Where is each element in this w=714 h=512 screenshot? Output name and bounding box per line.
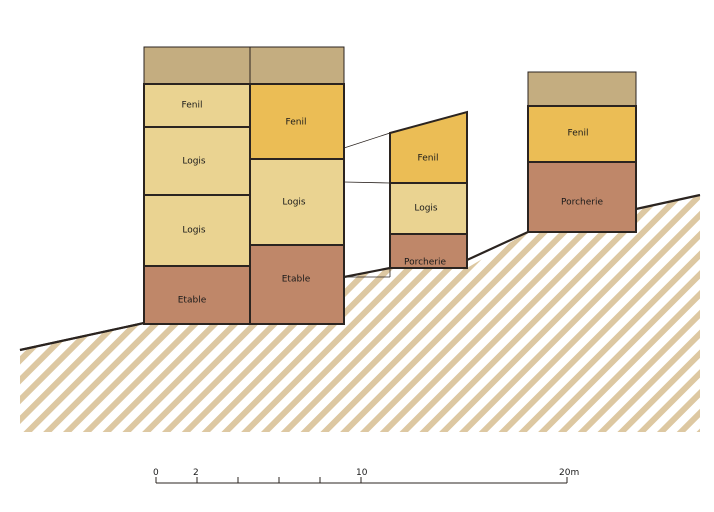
building-d-floor-1	[527, 161, 637, 233]
scale-label-10: 10	[356, 468, 368, 478]
building-d: Fenil Porcherie	[527, 71, 637, 233]
building-b: Fenil Logis Etable	[249, 46, 345, 325]
ground-line-2	[343, 266, 391, 279]
building-c-label-3: Fenil	[418, 154, 439, 164]
scale-label-0: 0	[153, 468, 159, 478]
building-a: Fenil Logis Logis Etable	[143, 46, 251, 325]
building-b-floor-1	[249, 244, 345, 325]
building-a-label-2: Logis	[182, 226, 206, 236]
scale-label-2: 2	[193, 468, 199, 478]
building-d-label-2: Fenil	[568, 129, 589, 139]
building-a-roof	[143, 46, 251, 85]
building-d-label-1: Porcherie	[561, 198, 604, 208]
projection-lines	[343, 132, 391, 278]
building-b-floor-2	[249, 158, 345, 246]
building-b-label-1: Etable	[282, 275, 311, 285]
ground-hatch	[20, 195, 700, 432]
building-d-roof	[527, 71, 637, 107]
ground-line-4	[635, 193, 701, 211]
building-b-label-2: Logis	[282, 198, 306, 208]
building-c-floor-3	[389, 110, 468, 184]
building-c-label-2: Logis	[414, 204, 438, 214]
building-a-label-1: Etable	[178, 296, 207, 306]
building-c-floor-2	[389, 182, 468, 235]
scale-bar	[155, 477, 568, 484]
building-a-floor-2	[143, 194, 251, 267]
building-c-label-1: Porcherie	[404, 258, 447, 268]
building-b-floor-3	[249, 83, 345, 160]
building-a-label-4: Fenil	[182, 101, 203, 111]
ground-line-1	[19, 321, 145, 352]
building-b-label-3: Fenil	[286, 118, 307, 128]
scale-label-20m: 20m	[559, 468, 579, 478]
building-d-floor-2	[527, 105, 637, 163]
building-b-roof	[249, 46, 345, 85]
building-a-floor-3	[143, 126, 251, 196]
building-c: Fenil Logis Porcherie	[389, 110, 468, 269]
building-c-floor-1	[389, 233, 468, 269]
building-a-label-3: Logis	[182, 157, 206, 167]
ground-terrain	[19, 193, 701, 432]
ground-line-3	[466, 231, 529, 261]
